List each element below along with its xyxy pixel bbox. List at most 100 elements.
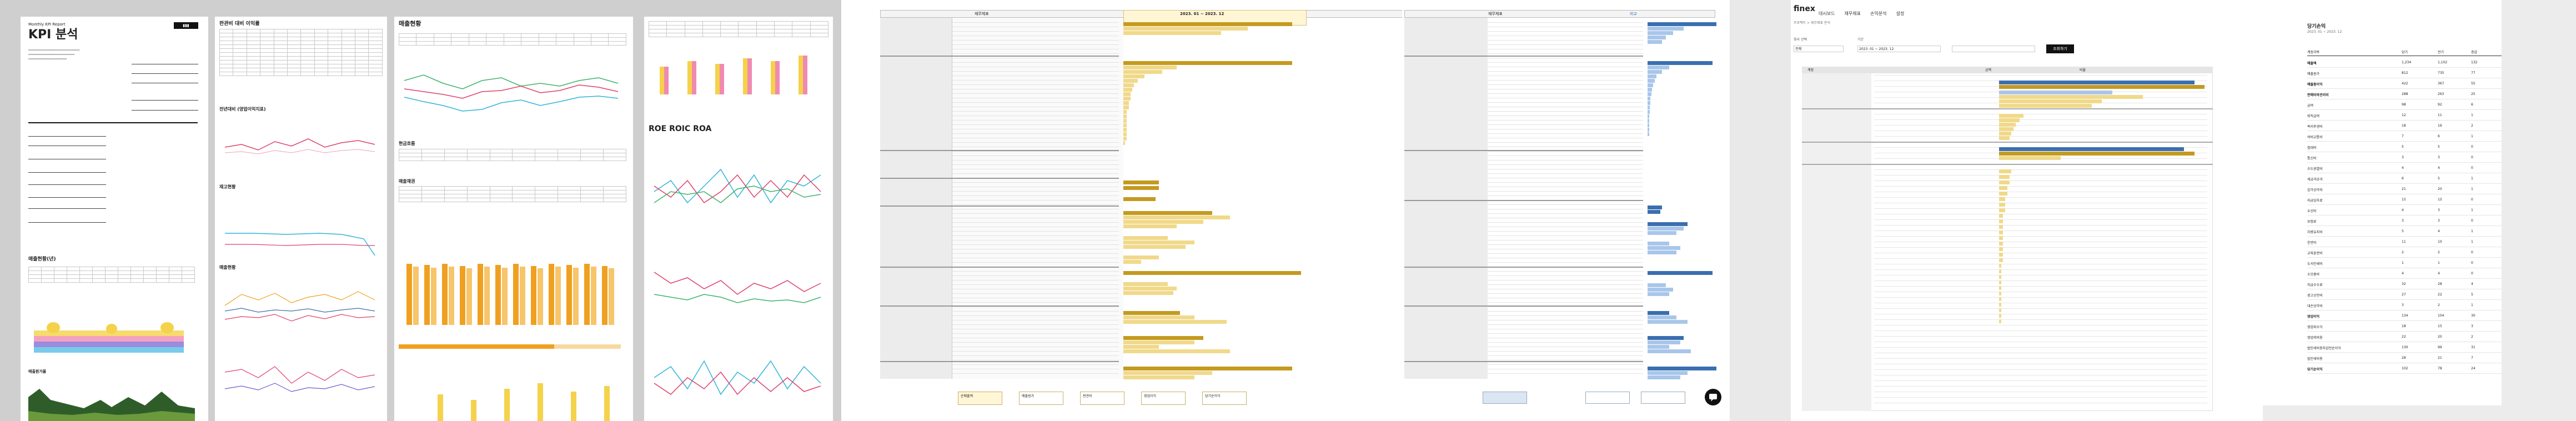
income-value: 11: [2438, 113, 2442, 117]
group-separator: [1404, 305, 1643, 307]
row-divider: [1488, 293, 1643, 294]
value-bar: [1123, 236, 1168, 240]
income-value: 7: [2471, 356, 2473, 360]
value-bar: [1999, 104, 2092, 108]
income-value: 104: [2438, 314, 2444, 318]
value-bar: [1999, 197, 2005, 201]
section-sales-year: 매출현황(년): [28, 257, 56, 262]
income-account-name: 감가상각비: [2307, 188, 2323, 192]
value-bar: [1123, 315, 1194, 319]
value-bar: [1999, 136, 2010, 140]
income-value: 2: [2402, 250, 2404, 254]
inventory-bar-chart: [406, 264, 614, 325]
row-divider: [952, 142, 1119, 143]
row-divider: [952, 40, 1119, 41]
value-bar: [1123, 336, 1203, 340]
value-bar: [1648, 79, 1655, 83]
value-bar: [1123, 220, 1203, 224]
row-divider: [952, 53, 1119, 54]
row-divider: [952, 71, 1119, 72]
comparison-rows: [1404, 22, 1726, 379]
value-bar: [1648, 250, 1676, 254]
income-row: 당기순이익 102 78 24: [2307, 364, 2502, 374]
row-divider: [1488, 262, 1643, 263]
income-value: 98: [2402, 103, 2406, 107]
income-value: 18: [2402, 124, 2406, 128]
comparison-statement-panel: 재무제표 비교: [1402, 0, 1730, 421]
row-divider: [1488, 364, 1643, 365]
group-separator: [880, 206, 1119, 207]
row-divider: [952, 253, 1119, 254]
sales-trend-table: [398, 33, 626, 46]
value-bar: [1648, 114, 1649, 118]
company-select[interactable]: 전체: [1794, 46, 1844, 52]
print-button[interactable]: ▮▮▮: [174, 22, 198, 29]
summary-card[interactable]: 당기순이익: [1202, 392, 1247, 405]
income-col-change: 증감: [2471, 51, 2478, 54]
income-account-name: 차량유지비: [2307, 230, 2323, 234]
row-divider: [1874, 280, 2207, 281]
row-divider: [952, 213, 1119, 214]
income-row: 영업이익 134 104 30: [2307, 311, 2502, 321]
income-value: 0: [2471, 166, 2473, 170]
row-divider: [1488, 213, 1643, 214]
value-bar: [1123, 83, 1134, 87]
row-divider: [1488, 102, 1643, 103]
income-row: 보험료 3 3 0: [2307, 216, 2502, 226]
row-divider: [1488, 182, 1643, 183]
group-separator: [1802, 108, 2213, 109]
apply-button[interactable]: 조회하기: [2046, 44, 2074, 53]
chat-button[interactable]: [1705, 389, 1721, 405]
summary-card[interactable]: 판관비: [1080, 392, 1124, 405]
nav-dashboard[interactable]: 대시보드: [1819, 11, 1835, 16]
period-select[interactable]: 2023. 01 ~ 2023. 12: [1857, 46, 1941, 52]
bottom-bar-chart: [438, 383, 610, 421]
summary-card[interactable]: 매출원가: [1019, 392, 1063, 405]
row-divider: [1488, 173, 1643, 174]
group-separator: [1802, 164, 2213, 165]
row-divider: [952, 84, 1119, 85]
row-divider: [1874, 308, 2207, 309]
row-divider: [952, 173, 1119, 174]
compare-select[interactable]: [1952, 46, 2035, 52]
row-divider: [1488, 80, 1643, 81]
value-bar: [1123, 311, 1180, 315]
value-bar: [1999, 127, 2013, 131]
value-bar: [1123, 79, 1138, 83]
income-value: 28: [2402, 356, 2406, 360]
value-bar: [1123, 27, 1248, 31]
value-bar: [1999, 114, 2023, 118]
income-account-name: 지급임차료: [2307, 199, 2323, 203]
income-value: 15: [2438, 324, 2442, 328]
account-label-column: [952, 18, 1123, 379]
row-divider: [1488, 111, 1643, 112]
value-bar: [1999, 152, 2195, 156]
value-bar: [1999, 247, 2003, 251]
nav-analysis[interactable]: 손익분석: [1870, 11, 1887, 16]
breadcrumb: 프로젝트 > 재무제표 분석: [1794, 21, 1830, 25]
value-bar: [1123, 101, 1129, 105]
comparison-header-label: 재무제표: [1488, 12, 1503, 16]
sales-mix-chart: [224, 291, 375, 322]
row-divider: [952, 311, 1119, 312]
finex-logo[interactable]: finex: [1794, 4, 1815, 13]
summary-card[interactable]: 순매출액: [958, 392, 1002, 405]
income-value: 1: [2471, 134, 2473, 138]
nav-statements[interactable]: 재무제표: [1844, 11, 1861, 16]
value-bar: [1648, 222, 1688, 226]
row-divider: [1488, 222, 1643, 223]
row-divider: [1874, 136, 2207, 137]
summary-card-label: 매출원가: [1022, 394, 1035, 398]
income-value: 4: [2438, 272, 2440, 275]
value-bar: [1123, 92, 1131, 96]
nav-settings[interactable]: 설정: [1896, 11, 1905, 16]
kpi-sheet-3: 매출현황 현금흐름 매출채권: [394, 17, 633, 421]
summary-card[interactable]: 영업이익: [1141, 392, 1186, 405]
income-value: 6: [2402, 177, 2404, 181]
cost-line-chart: [225, 233, 375, 256]
row-divider: [1488, 284, 1643, 285]
row-divider: [952, 44, 1119, 45]
income-row: 법인세비용 28 21 7: [2307, 353, 2502, 363]
group-separator: [880, 56, 1119, 57]
row-divider: [1488, 124, 1643, 125]
